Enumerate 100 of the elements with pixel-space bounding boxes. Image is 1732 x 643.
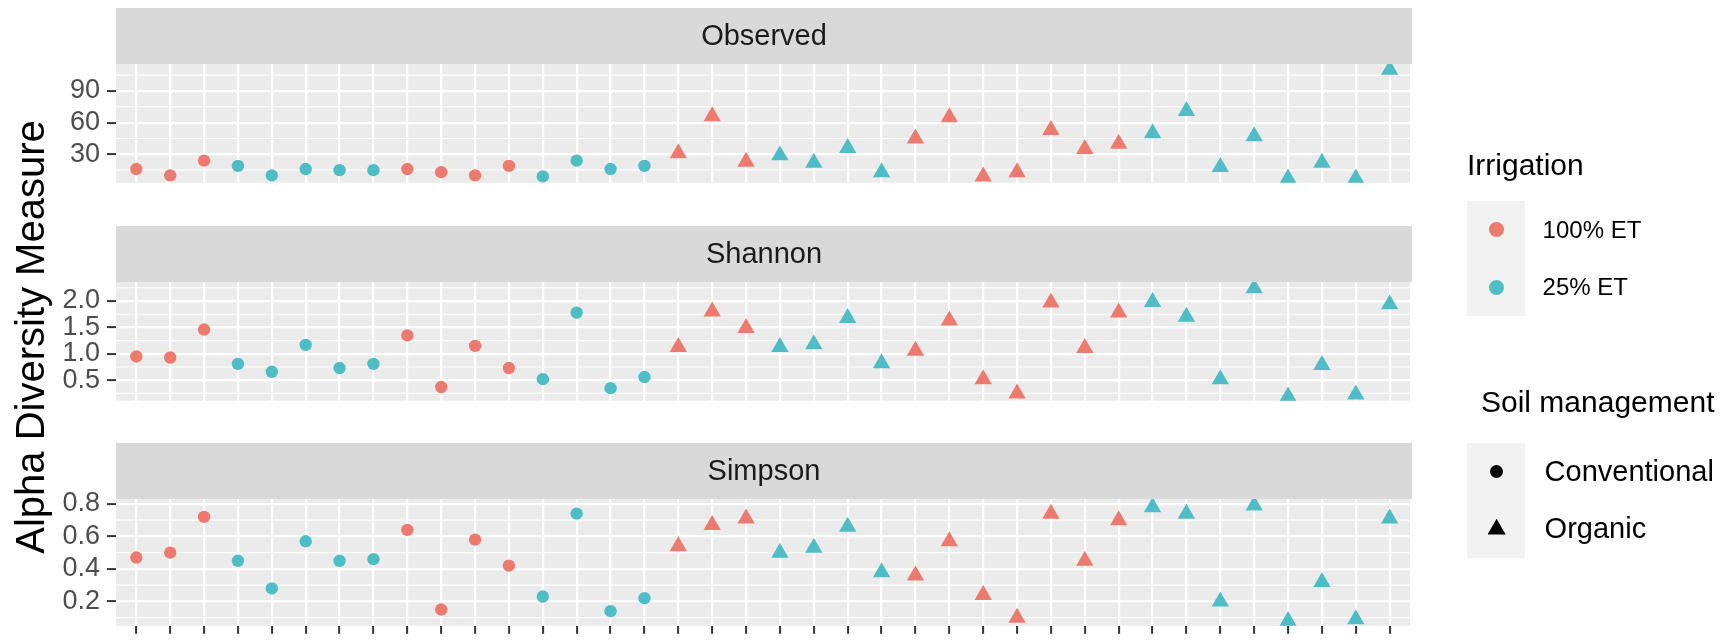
- point: [570, 507, 583, 520]
- point: [299, 535, 312, 548]
- y-tick-label: 0.4: [62, 552, 100, 583]
- point: [164, 169, 177, 182]
- point: [1211, 591, 1229, 607]
- point: [502, 361, 516, 374]
- point: [771, 145, 789, 161]
- point: [536, 590, 550, 603]
- point: [1143, 499, 1162, 513]
- legend-label: 100% ET: [1542, 215, 1642, 244]
- y-tick-label: 0.2: [62, 584, 100, 615]
- point: [604, 381, 617, 394]
- point: [401, 523, 414, 537]
- point: [1143, 291, 1162, 307]
- point: [434, 603, 448, 616]
- point: [265, 169, 279, 182]
- point: [130, 551, 143, 564]
- point: [1110, 133, 1128, 149]
- point: [434, 380, 448, 393]
- point: [367, 163, 380, 177]
- point: [231, 554, 245, 567]
- point: [265, 582, 279, 595]
- point: [468, 339, 482, 352]
- point: [265, 365, 279, 378]
- point: [737, 317, 755, 333]
- point: [1347, 609, 1365, 625]
- point: [703, 515, 721, 531]
- point: [468, 533, 482, 546]
- point: [1110, 510, 1128, 526]
- point: [906, 340, 925, 356]
- point: [906, 565, 925, 581]
- point: [231, 159, 245, 173]
- point: [333, 554, 346, 567]
- point: [536, 170, 550, 183]
- point: [974, 584, 992, 600]
- y-tick-label: 30: [69, 137, 100, 168]
- point: [333, 361, 346, 374]
- point: [570, 154, 583, 167]
- text: Organic: [1544, 512, 1647, 546]
- point: [333, 163, 346, 177]
- point: [1110, 302, 1128, 318]
- point: [1313, 152, 1331, 168]
- point: [231, 357, 245, 370]
- point: [570, 305, 583, 319]
- point: [1313, 354, 1331, 370]
- point: [1076, 337, 1094, 353]
- point: [805, 537, 823, 553]
- point: [299, 338, 312, 351]
- legend-title: Irrigation: [1467, 147, 1584, 182]
- point: [839, 307, 857, 323]
- point: [1008, 162, 1026, 178]
- point: [1076, 550, 1094, 566]
- point: [839, 137, 857, 153]
- point: [771, 336, 789, 352]
- point: [940, 310, 958, 326]
- point: [401, 162, 414, 176]
- point: [197, 510, 211, 524]
- point: [604, 604, 617, 618]
- text: Soil management: [1481, 384, 1715, 419]
- chart-title: Shannon: [705, 236, 823, 271]
- point: [669, 143, 687, 159]
- point: [805, 152, 823, 168]
- point: [805, 333, 823, 349]
- point: [367, 357, 380, 370]
- point: [1143, 123, 1162, 139]
- point: [434, 166, 448, 179]
- y-tick-label: 90: [69, 74, 100, 105]
- point: [638, 370, 651, 383]
- point: [502, 559, 516, 572]
- legend-label: 25% ET: [1542, 273, 1628, 302]
- point: [604, 162, 617, 176]
- point: [940, 107, 958, 123]
- y-tick-label: 0.6: [62, 519, 100, 550]
- point: [1042, 503, 1060, 519]
- point: [536, 372, 550, 385]
- point: [1313, 571, 1331, 587]
- point: [703, 106, 721, 122]
- y-tick-label: 0.8: [62, 487, 100, 518]
- point: [872, 162, 891, 178]
- point: [502, 159, 516, 173]
- point: [164, 546, 177, 559]
- point: [130, 162, 143, 176]
- y-axis-title: Alpha Diversity Measure: [7, 120, 53, 554]
- point: [1177, 100, 1196, 116]
- point: [669, 336, 687, 352]
- point: [367, 552, 380, 566]
- point: [1177, 306, 1196, 322]
- point: [638, 591, 651, 605]
- point: [638, 159, 651, 173]
- point: [669, 536, 687, 552]
- point: [401, 328, 414, 342]
- point: [1008, 607, 1026, 623]
- y-tick-label: 60: [69, 106, 100, 137]
- point: [771, 542, 789, 558]
- point: [197, 154, 211, 167]
- point: [1245, 126, 1263, 142]
- point: [906, 128, 925, 144]
- point: [1381, 293, 1399, 309]
- text: Conventional: [1544, 455, 1714, 489]
- point: [1042, 120, 1060, 135]
